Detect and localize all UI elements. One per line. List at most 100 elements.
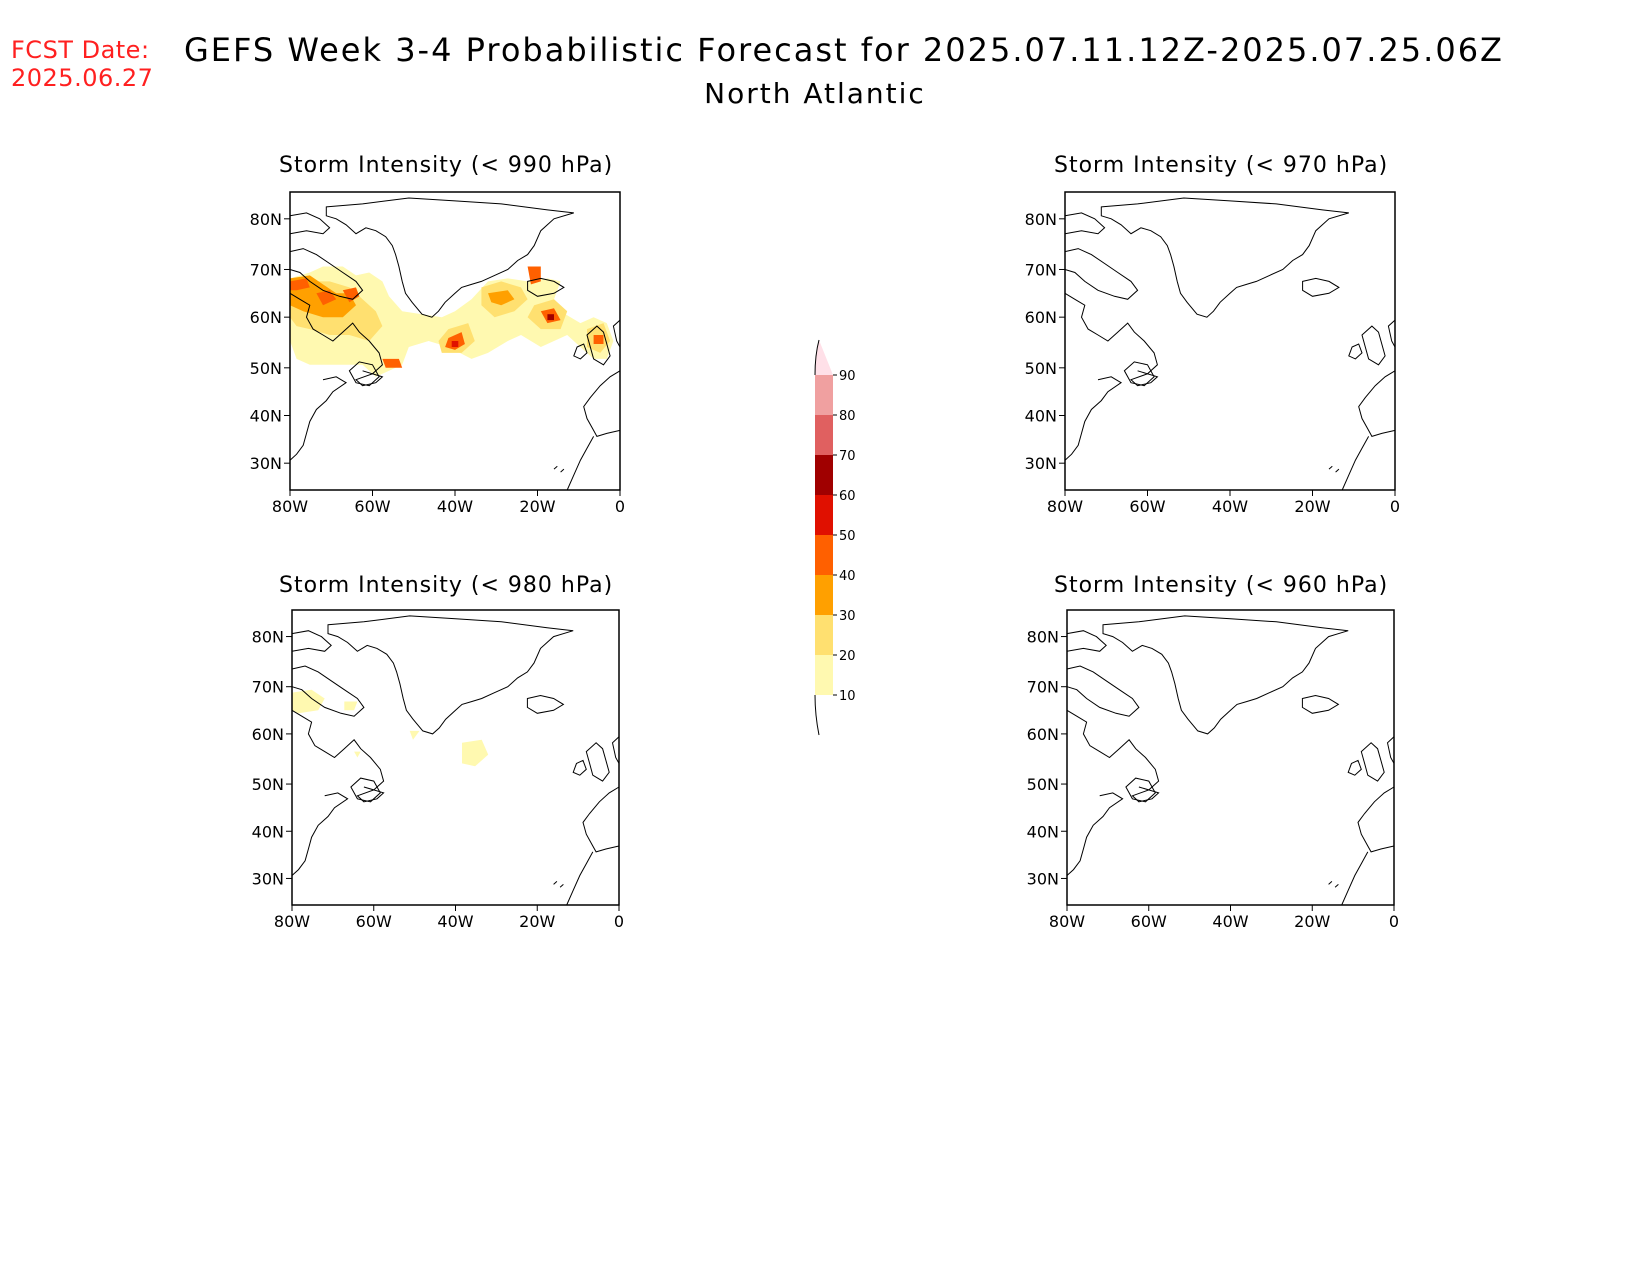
colorbar-segment [815, 655, 833, 695]
coastline [291, 709, 385, 791]
coastline [289, 292, 383, 375]
colorbar-label: 50 [839, 529, 856, 544]
lon-label: 60W [354, 497, 390, 516]
lon-label: 0 [1389, 912, 1399, 931]
lat-label: 80N [250, 210, 282, 229]
lat-label: 60N [1027, 725, 1059, 744]
lon-label: 0 [1390, 497, 1400, 516]
coastline [355, 373, 384, 387]
coastline [1348, 343, 1363, 360]
colorbar-label: 70 [839, 449, 856, 464]
colorbar-top-triangle [815, 340, 833, 375]
lat-label: 50N [1027, 775, 1059, 794]
coastline [553, 465, 565, 473]
coastline [1131, 789, 1160, 803]
coastline [350, 777, 381, 803]
coastline [1358, 370, 1396, 437]
coastline [1347, 759, 1362, 776]
coastline [1064, 292, 1158, 375]
probability-area [488, 290, 515, 306]
coastline [566, 436, 595, 491]
lon-label: 20W [519, 497, 555, 516]
lon-label: 80W [274, 912, 310, 931]
lon-label: 40W [437, 497, 473, 516]
lat-label: 40N [252, 822, 284, 841]
coastline [1387, 319, 1396, 348]
panel-title-970: Storm Intensity (< 970 hPa) [1054, 153, 1389, 178]
coastline [527, 277, 565, 297]
colorbar-label: 30 [839, 609, 856, 624]
coastline [1328, 881, 1339, 888]
coastline [612, 319, 621, 348]
coastline [1066, 630, 1107, 652]
coastline [586, 325, 611, 366]
lat-label: 30N [1025, 454, 1057, 473]
probability-area [547, 314, 554, 321]
coastline [1064, 248, 1139, 300]
coastline [1125, 777, 1156, 803]
lat-label: 30N [1027, 869, 1059, 888]
lon-label: 60W [1129, 497, 1165, 516]
lat-label: 70N [1025, 260, 1057, 279]
fcst-date-label: FCST Date: [11, 36, 150, 64]
coastline [1064, 376, 1123, 461]
probability-area [290, 266, 614, 377]
lat-label: 80N [1027, 628, 1059, 647]
probability-area [451, 341, 459, 347]
coastline [1130, 373, 1159, 387]
lat-label: 80N [252, 628, 284, 647]
coastline [1102, 615, 1349, 735]
lat-label: 60N [252, 725, 284, 744]
probability-area [462, 739, 489, 767]
lon-label: 40W [1212, 497, 1248, 516]
panel-title-980: Storm Intensity (< 980 hPa) [279, 573, 614, 598]
colorbar-label: 80 [839, 409, 856, 424]
colorbar-segment [815, 495, 833, 535]
main-title: GEFS Week 3-4 Probabilistic Forecast for… [184, 31, 1504, 69]
lat-label: 70N [1027, 678, 1059, 697]
colorbar-segment [815, 575, 833, 615]
colorbar-segment [815, 455, 833, 495]
lat-label: 70N [252, 678, 284, 697]
fcst-date-block: FCST Date: 2025.06.27 [11, 36, 153, 92]
colorbar-label: 60 [839, 489, 856, 504]
lon-label: 0 [614, 912, 624, 931]
coastline [1066, 792, 1124, 876]
lat-label: 80N [1025, 210, 1057, 229]
coastline [553, 881, 564, 888]
coastline [1066, 709, 1160, 791]
lat-label: 50N [250, 359, 282, 378]
lon-label: 20W [1294, 912, 1330, 931]
probability-area [342, 287, 360, 303]
coastline [1064, 212, 1106, 235]
coastline [1357, 786, 1395, 853]
probability-area [354, 751, 361, 758]
coastline [566, 851, 594, 906]
lon-label: 20W [1294, 497, 1330, 516]
coastline [1341, 851, 1369, 906]
coastline [327, 615, 574, 735]
coastline [348, 361, 380, 387]
probability-area [316, 290, 337, 306]
map-frame [1066, 609, 1395, 906]
coastline [1123, 361, 1155, 387]
panel-title-990: Storm Intensity (< 990 hPa) [279, 153, 614, 178]
coastline [526, 694, 565, 714]
coastline [1328, 465, 1340, 473]
colorbar-segment [815, 615, 833, 655]
panel-title-960: Storm Intensity (< 960 hPa) [1054, 573, 1389, 598]
coastline [573, 343, 588, 360]
lat-label: 60N [250, 308, 282, 327]
colorbar-label: 20 [839, 649, 856, 664]
lat-label: 50N [1025, 359, 1057, 378]
colorbar-segment [815, 415, 833, 455]
coastline [1066, 665, 1140, 717]
coastline [1100, 197, 1349, 318]
coastline [289, 376, 348, 461]
coastline [582, 786, 620, 853]
lon-label: 40W [437, 912, 473, 931]
probability-area [382, 358, 403, 368]
lon-label: 40W [1212, 912, 1248, 931]
coastline [1360, 742, 1385, 782]
map-panel-960: 80N 70N 60N 50N 40N 30N 80W 60W 40W 20W 0 [1027, 609, 1399, 931]
